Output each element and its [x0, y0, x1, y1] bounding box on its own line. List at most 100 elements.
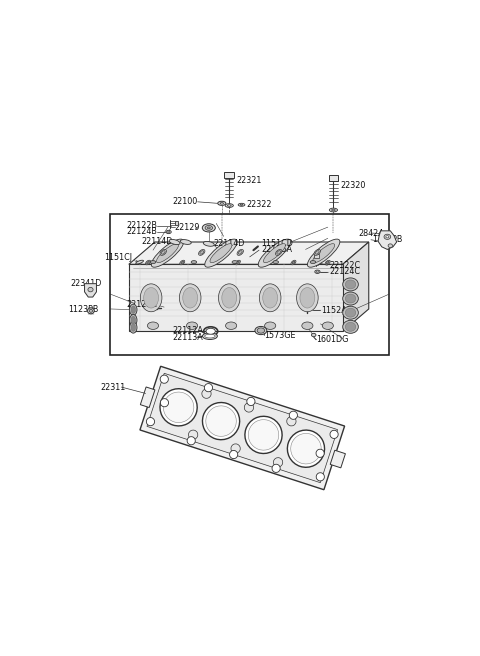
Ellipse shape	[343, 306, 359, 319]
Ellipse shape	[229, 451, 238, 459]
Ellipse shape	[87, 308, 94, 314]
Text: 1123PB: 1123PB	[372, 236, 402, 244]
Ellipse shape	[235, 260, 240, 265]
Ellipse shape	[247, 398, 255, 405]
Text: 22125A: 22125A	[261, 245, 292, 254]
Ellipse shape	[345, 280, 356, 289]
Ellipse shape	[166, 230, 171, 234]
Ellipse shape	[244, 403, 253, 412]
FancyBboxPatch shape	[330, 450, 346, 468]
Ellipse shape	[388, 244, 393, 247]
FancyBboxPatch shape	[140, 366, 345, 490]
Ellipse shape	[186, 322, 198, 329]
Ellipse shape	[345, 308, 356, 317]
Ellipse shape	[169, 239, 180, 245]
Ellipse shape	[232, 260, 238, 264]
Text: 1152AB: 1152AB	[321, 306, 352, 315]
Text: 22113A: 22113A	[172, 333, 203, 342]
Ellipse shape	[131, 316, 135, 324]
Text: 28424: 28424	[359, 228, 384, 237]
Ellipse shape	[226, 322, 237, 329]
Ellipse shape	[276, 249, 282, 255]
Ellipse shape	[277, 251, 281, 254]
Ellipse shape	[183, 287, 198, 308]
Ellipse shape	[180, 260, 185, 265]
Ellipse shape	[130, 314, 137, 325]
Ellipse shape	[163, 392, 194, 422]
Ellipse shape	[160, 389, 197, 426]
Ellipse shape	[146, 418, 155, 426]
Text: 22341D: 22341D	[71, 279, 102, 288]
Ellipse shape	[156, 243, 179, 262]
Ellipse shape	[343, 292, 359, 305]
Ellipse shape	[204, 384, 213, 392]
Ellipse shape	[130, 304, 137, 316]
Ellipse shape	[160, 399, 168, 407]
Text: 22124C: 22124C	[329, 267, 360, 276]
Ellipse shape	[145, 260, 151, 265]
Text: 1151CJ: 1151CJ	[104, 253, 132, 262]
Ellipse shape	[245, 417, 282, 453]
Ellipse shape	[312, 333, 316, 337]
Bar	[314, 255, 319, 258]
Ellipse shape	[314, 249, 321, 255]
Ellipse shape	[259, 284, 281, 312]
Ellipse shape	[307, 239, 340, 267]
Text: 22122B: 22122B	[126, 221, 157, 230]
Ellipse shape	[310, 260, 316, 264]
Ellipse shape	[332, 209, 335, 211]
Ellipse shape	[302, 322, 313, 329]
Polygon shape	[378, 231, 396, 249]
Bar	[225, 172, 234, 178]
Ellipse shape	[225, 203, 233, 207]
Ellipse shape	[257, 328, 264, 333]
Bar	[329, 174, 338, 180]
Polygon shape	[343, 242, 369, 331]
Ellipse shape	[203, 333, 217, 339]
Ellipse shape	[237, 261, 239, 264]
Ellipse shape	[180, 239, 191, 245]
Ellipse shape	[207, 227, 210, 229]
Ellipse shape	[316, 449, 324, 457]
Ellipse shape	[206, 406, 236, 436]
Ellipse shape	[136, 260, 144, 264]
Text: 22114D: 22114D	[213, 239, 245, 247]
Ellipse shape	[239, 251, 242, 254]
Text: 22321: 22321	[236, 176, 261, 185]
Text: 22112A: 22112A	[172, 326, 203, 335]
Ellipse shape	[231, 444, 240, 453]
Text: 22100: 22100	[172, 197, 198, 207]
Ellipse shape	[343, 278, 359, 291]
Ellipse shape	[205, 226, 213, 230]
Ellipse shape	[237, 249, 243, 255]
Ellipse shape	[202, 224, 216, 232]
Ellipse shape	[264, 243, 286, 262]
Ellipse shape	[151, 239, 184, 267]
Ellipse shape	[248, 420, 279, 450]
Ellipse shape	[345, 294, 356, 303]
Polygon shape	[129, 264, 343, 331]
Ellipse shape	[161, 251, 165, 254]
Bar	[110, 214, 389, 356]
Ellipse shape	[191, 260, 197, 264]
Text: 22322: 22322	[246, 200, 272, 209]
Ellipse shape	[289, 411, 298, 419]
Ellipse shape	[238, 203, 245, 206]
Ellipse shape	[181, 261, 184, 264]
Ellipse shape	[160, 249, 167, 255]
Ellipse shape	[264, 322, 276, 329]
Ellipse shape	[180, 284, 201, 312]
Text: 22114D: 22114D	[141, 237, 172, 246]
Polygon shape	[84, 283, 96, 297]
Text: 22124B: 22124B	[126, 228, 157, 236]
Ellipse shape	[291, 260, 296, 265]
Text: 1151CD: 1151CD	[261, 239, 293, 247]
Ellipse shape	[315, 251, 319, 254]
Ellipse shape	[297, 284, 318, 312]
Ellipse shape	[144, 287, 158, 308]
Ellipse shape	[210, 243, 232, 262]
Ellipse shape	[312, 243, 335, 262]
Text: 22311: 22311	[100, 382, 125, 392]
Ellipse shape	[345, 322, 356, 331]
Ellipse shape	[199, 249, 205, 255]
